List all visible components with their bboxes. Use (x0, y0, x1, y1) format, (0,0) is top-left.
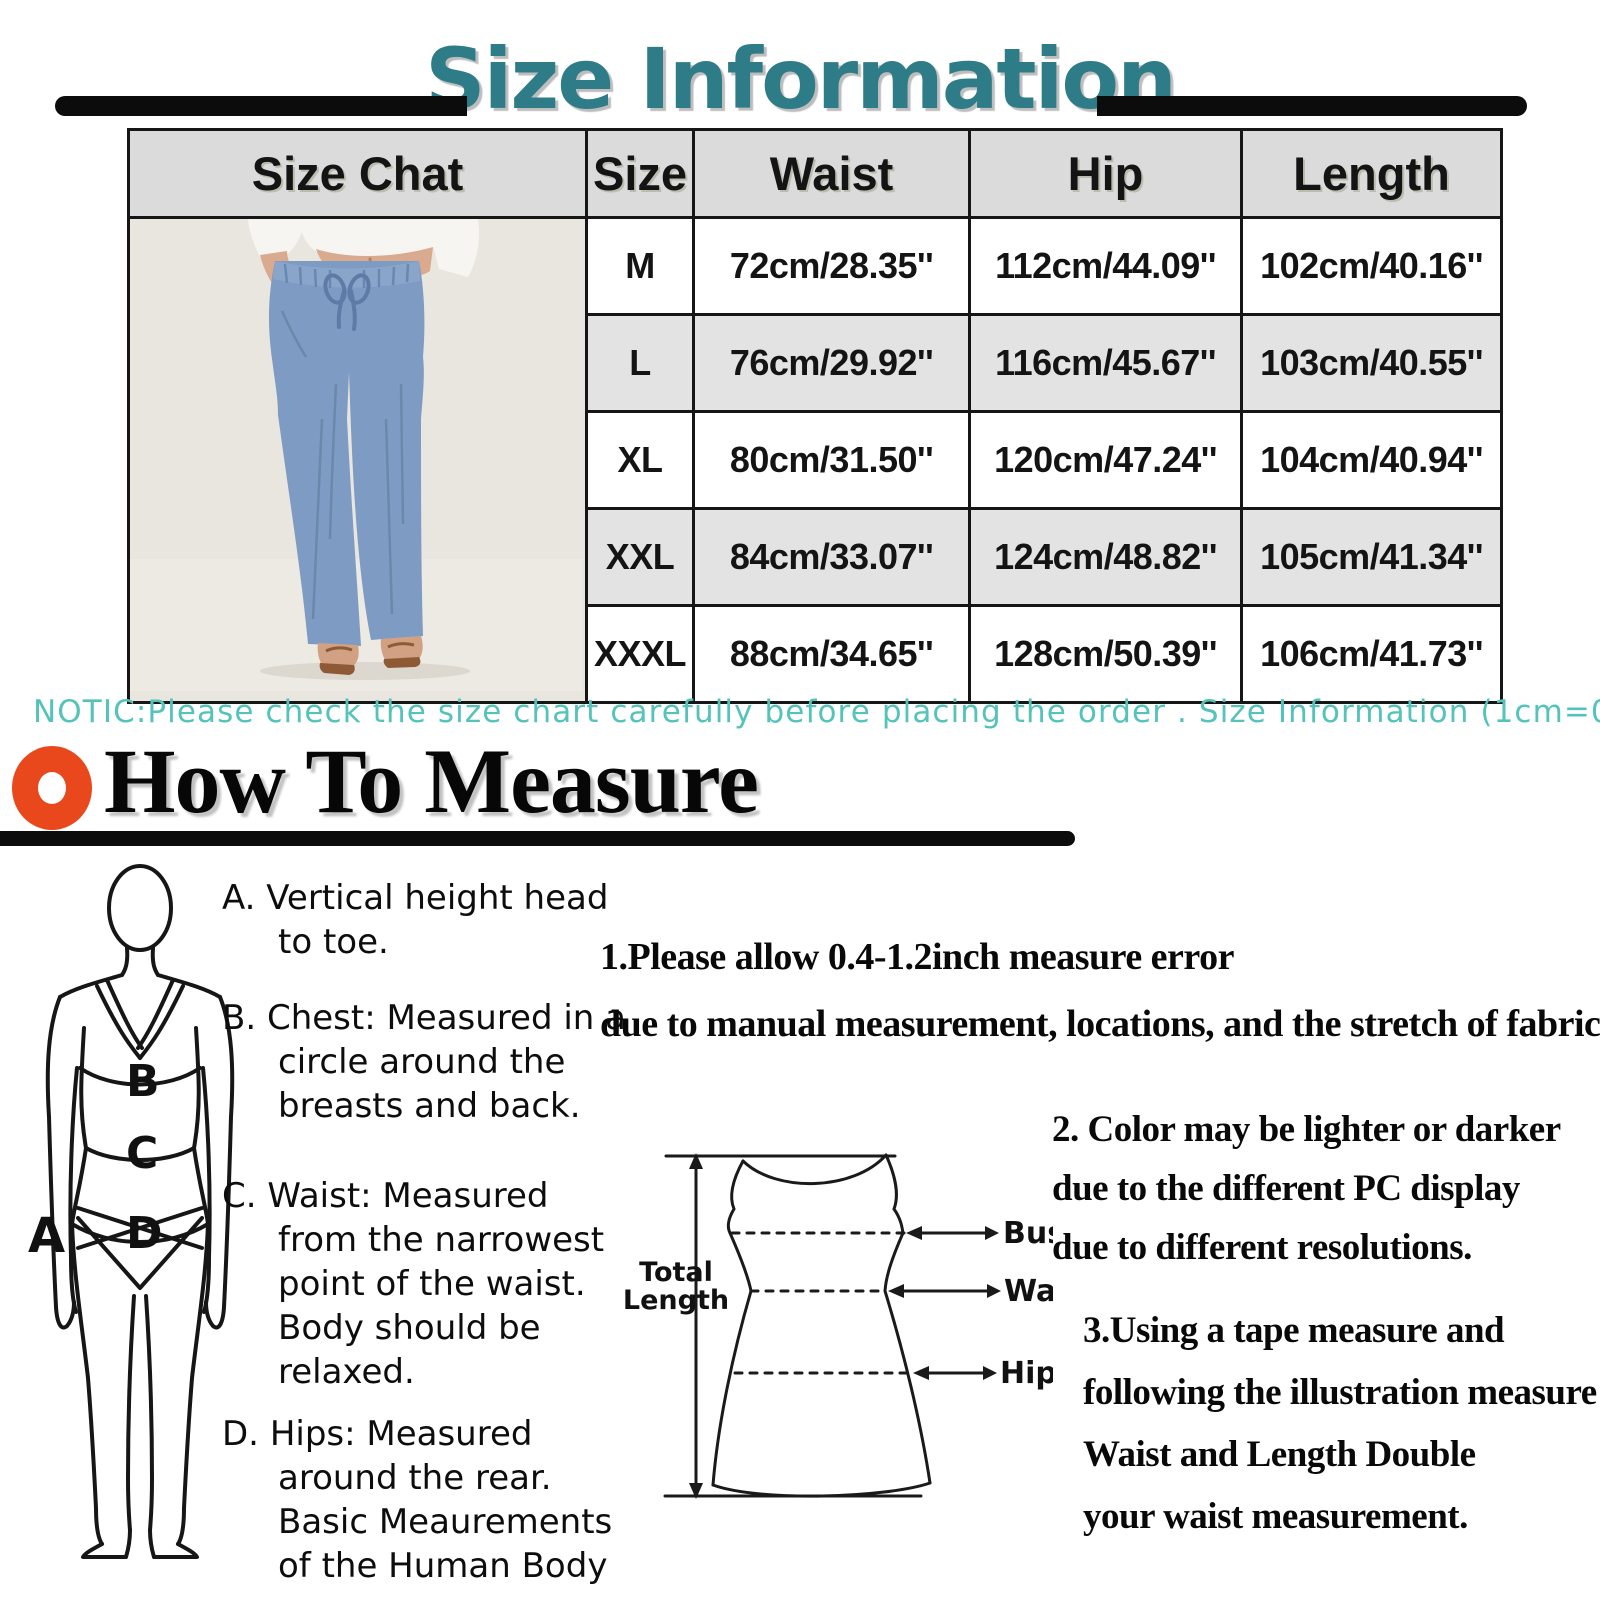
cell-hip: 120cm/47.24'' (968, 410, 1243, 510)
cell-hip: 128cm/50.39'' (968, 604, 1243, 704)
measure-note-1: 1.Please allow 0.4-1.2inch measure error… (600, 936, 1600, 1045)
dress-measurement-diagram: Total Length Bust Waist Hips (623, 1153, 1053, 1499)
size-notice: NOTIC:Please check the size chart carefu… (33, 694, 1600, 730)
measure-item-b: B. Chest: Measured in a circle around th… (222, 998, 626, 1126)
table-row: XXL 84cm/33.07'' 124cm/48.82'' 105cm/41.… (129, 507, 1503, 607)
cell-size: XXL (585, 507, 695, 607)
cell-waist: 76cm/29.92'' (692, 313, 971, 413)
figure-label-a: A (28, 1208, 65, 1264)
item-label: C. (222, 1176, 257, 1216)
table-row: XL 80cm/31.50'' 120cm/47.24'' 104cm/40.9… (129, 410, 1503, 510)
measure-item-d: D. Hips: Measured around the rear. Basic… (222, 1414, 613, 1586)
cell-size: M (585, 216, 695, 316)
dress-label-bust: Bust (1003, 1216, 1053, 1251)
cell-length: 102cm/40.16'' (1240, 216, 1503, 316)
cell-waist: 84cm/33.07'' (692, 507, 971, 607)
cell-size: L (585, 313, 695, 413)
header-waist: Waist (692, 128, 971, 219)
measure-note-2: 2. Color may be lighter or darker due to… (1052, 1109, 1561, 1268)
size-chart-table: Size Chat Size Waist Hip Length (127, 128, 1503, 704)
measure-item-a: A. Vertical height head to toe. (222, 878, 609, 962)
header-size: Size (585, 128, 695, 219)
cell-length: 105cm/41.34'' (1240, 507, 1503, 607)
cell-waist: 88cm/34.65'' (692, 604, 971, 704)
cell-size: XXXL (585, 604, 695, 704)
item-label: A. (222, 878, 256, 918)
dress-label-waist: Waist (1004, 1274, 1053, 1309)
measure-item-c: C. Waist: Measured from the narrowest po… (222, 1176, 605, 1392)
cell-length: 103cm/40.55'' (1240, 313, 1503, 413)
table-header-row: Size Chat Size Waist Hip Length (127, 128, 1503, 219)
cell-waist: 80cm/31.50'' (692, 410, 971, 510)
product-photo-illustration (131, 220, 582, 691)
dress-label-total-1: Total (639, 1257, 713, 1288)
body-measurement-figure: A B C D (28, 864, 235, 1559)
table-row: L 76cm/29.92'' 116cm/45.67'' 103cm/40.55… (129, 313, 1503, 413)
table-row: M 72cm/28.35'' 112cm/44.09'' 102cm/40.16… (127, 216, 1503, 704)
figure-label-c: C (126, 1128, 158, 1179)
figure-label-b: B (126, 1056, 160, 1107)
header-hip: Hip (968, 128, 1243, 219)
item-label: D. (222, 1414, 259, 1454)
cell-hip: 112cm/44.09'' (968, 216, 1243, 316)
item-label: B. (222, 998, 257, 1038)
cell-length: 104cm/40.94'' (1240, 410, 1503, 510)
header-length: Length (1240, 128, 1503, 219)
title-rule-left (55, 96, 467, 116)
title-rule-right (1097, 96, 1527, 116)
measure-note-3: 3.Using a tape measure and following the… (1083, 1310, 1597, 1537)
page-title: Size Information (425, 30, 1177, 128)
table-row: XXXL 88cm/34.65'' 128cm/50.39'' 106cm/41… (129, 604, 1503, 704)
cell-size: XL (585, 410, 695, 510)
dress-label-hips: Hips (1000, 1356, 1053, 1391)
heading-underline-bar (0, 831, 1075, 846)
orange-ring-icon (12, 746, 92, 830)
dress-label-total-2: Length (623, 1285, 729, 1316)
figure-label-d: D (126, 1208, 163, 1259)
cell-hip: 116cm/45.67'' (968, 313, 1243, 413)
cell-waist: 72cm/28.35'' (692, 216, 971, 316)
how-to-measure-heading: How To Measure (104, 730, 759, 832)
cell-length: 106cm/41.73'' (1240, 604, 1503, 704)
product-photo-cell (127, 216, 588, 704)
cell-hip: 124cm/48.82'' (968, 507, 1243, 607)
header-size-chat: Size Chat (127, 128, 588, 219)
